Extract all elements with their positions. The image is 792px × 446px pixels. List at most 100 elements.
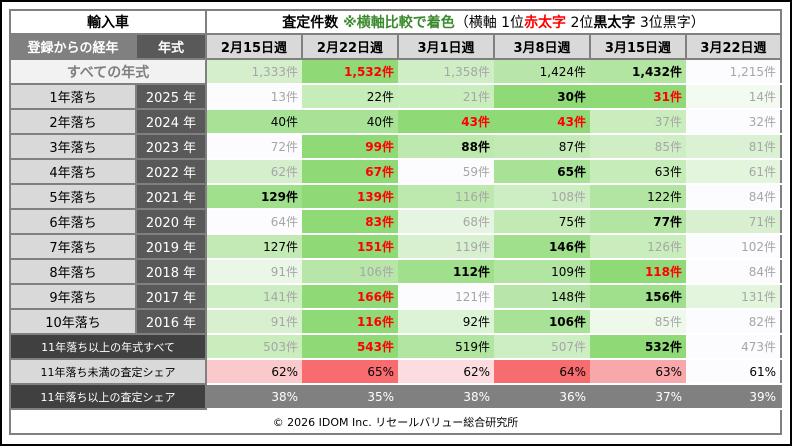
row-year: 2018 年 [135,258,207,285]
data-cell: 61件 [686,159,781,185]
title-main: 査定件数 [282,15,344,31]
data-cell: 99件 [302,134,398,160]
data-cell: 121件 [398,284,494,310]
row-year: 2025 年 [135,83,207,110]
table-row: 4年落ち 2022 年 62件 67件 59件 65件 63件 61件 [9,158,781,185]
share-under-11-row: 11年落ち未満の査定シェア 62% 65% 62% 64% 63% 61% [9,358,781,385]
row-year: 2021 年 [135,183,207,210]
data-cell: 151件 [302,234,398,260]
older-years-row: 11年落ち以上の年式すべて 503件 543件 519件 507件 532件 473件 [9,333,781,360]
legend-a: （横軸 1位 [454,15,525,31]
data-cell: 38% [398,384,494,410]
data-cell: 118件 [590,259,686,285]
table-row: 8年落ち 2018 年 91件 106件 112件 109件 118件 84件 [9,258,781,285]
data-cell: 85件 [590,134,686,160]
header-model-year: 年式 [135,33,207,60]
legend-red: 赤太字 [524,15,567,31]
data-cell: 64件 [206,209,302,235]
data-cell: 82件 [686,309,781,335]
data-cell: 112件 [398,259,494,285]
footer-row: © 2026 IDOM Inc. リセールバリュー総合研究所 [10,408,781,434]
data-cell: 119件 [398,234,494,260]
table-row: 6年落ち 2020 年 64件 83件 68件 75件 77件 71件 [9,208,781,235]
data-cell: 156件 [590,284,686,310]
title-row: 輸入車 査定件数 ※横軸比較で着色（横軸 1位赤太字 2位黒太字 3位黒字） [9,9,782,35]
data-cell: 81件 [686,134,781,160]
data-cell: 39% [686,384,781,410]
data-cell: 84件 [686,184,781,210]
data-cell: 38% [206,384,302,410]
data-cell: 543件 [302,334,398,360]
data-cell: 40件 [206,109,302,135]
data-cell: 43件 [494,109,590,135]
header-week: 3月15日週 [589,33,687,60]
row-label: 4年落ち [9,158,137,185]
row-year: 2020 年 [135,208,207,235]
data-cell: 166件 [302,284,398,310]
data-cell: 507件 [494,334,590,360]
data-cell: 14件 [686,84,781,110]
data-cell: 65% [302,359,398,385]
data-cell: 87件 [494,134,590,160]
row-label: 1年落ち [9,83,137,110]
data-cell: 65件 [494,159,590,185]
copyright: © 2026 IDOM Inc. リセールバリュー総合研究所 [10,408,781,434]
table-row: 5年落ち 2021 年 129件 139件 116件 108件 122件 84件 [9,183,781,210]
data-cell: 148件 [494,284,590,310]
data-cell: 84件 [686,259,781,285]
data-cell: 108件 [494,184,590,210]
header-week: 2月15日週 [205,33,303,60]
data-cell: 116件 [398,184,494,210]
header-row: 登録からの経年 年式 2月15日週 2月22日週 3月1日週 3月8日週 3月15日週 3… [9,33,782,60]
data-cell: 64% [494,359,590,385]
data-cell: 1,532件 [302,59,398,85]
data-cell: 139件 [302,184,398,210]
data-cell: 131件 [686,284,781,310]
row-year: 2022 年 [135,158,207,185]
row-year: 2016 年 [135,308,207,335]
data-cell: 36% [494,384,590,410]
data-cell: 92件 [398,309,494,335]
row-label: 5年落ち [9,183,137,210]
row-label: 3年落ち [9,133,137,160]
header-week: 3月1日週 [397,33,495,60]
data-cell: 122件 [590,184,686,210]
data-cell: 146件 [494,234,590,260]
data-cell: 141件 [206,284,302,310]
all-years-row: すべての年式 1,333件 1,532件 1,358件 1,424件 1,432件 1,21… [9,58,781,85]
row-year: 2023 年 [135,133,207,160]
data-cell: 62% [398,359,494,385]
table-row: 2年落ち 2024 年 40件 40件 43件 43件 37件 32件 [9,108,781,135]
data-cell: 30件 [494,84,590,110]
data-cell: 503件 [206,334,302,360]
row-label: 11年落ち以上の年式すべて [9,333,207,360]
table-row: 3年落ち 2023 年 72件 99件 88件 87件 85件 81件 [9,133,781,160]
data-cell: 106件 [494,309,590,335]
row-label: 8年落ち [9,258,137,285]
data-cell: 1,333件 [206,59,302,85]
data-cell: 75件 [494,209,590,235]
row-label: すべての年式 [9,58,207,85]
data-cell: 1,215件 [686,59,781,85]
table-row: 10年落ち 2016 年 91件 116件 92件 106件 85件 82件 [9,308,781,335]
row-label: 11年落ち未満の査定シェア [9,358,207,385]
data-cell: 519件 [398,334,494,360]
data-cell: 106件 [302,259,398,285]
data-cell: 1,432件 [590,59,686,85]
data-cell: 62件 [206,159,302,185]
data-cell: 88件 [398,134,494,160]
data-cell: 13件 [206,84,302,110]
row-label: 9年落ち [9,283,137,310]
data-cell: 83件 [302,209,398,235]
data-cell: 127件 [206,234,302,260]
data-cell: 85件 [590,309,686,335]
data-cell: 473件 [686,334,781,360]
data-cell: 32件 [686,109,781,135]
row-label: 6年落ち [9,208,137,235]
data-cell: 91件 [206,259,302,285]
data-cell: 63% [590,359,686,385]
legend-c: 3位黒字） [635,15,705,31]
data-cell: 31件 [590,84,686,110]
table-row: 9年落ち 2017 年 141件 166件 121件 148件 156件 131件 [9,283,781,310]
